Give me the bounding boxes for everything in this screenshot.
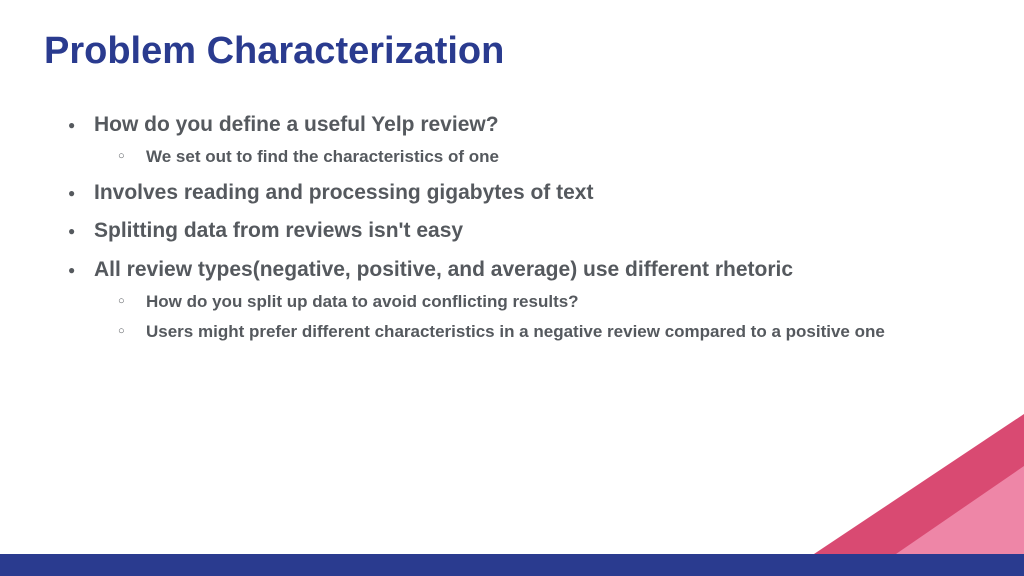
decoration-triangle-light [896, 466, 1024, 554]
bullet-item: How do you define a useful Yelp review? … [60, 110, 984, 170]
sub-bullet-text: How do you split up data to avoid confli… [146, 292, 579, 311]
slide: Problem Characterization How do you defi… [0, 0, 1024, 576]
bullet-item: All review types(negative, positive, and… [60, 255, 984, 344]
sub-bullet-list: We set out to find the characteristics o… [94, 144, 984, 170]
sub-bullet-text: We set out to find the characteristics o… [146, 147, 499, 166]
slide-title: Problem Characterization [44, 30, 504, 73]
bullet-text: All review types(negative, positive, and… [94, 258, 793, 281]
sub-bullet-item: We set out to find the characteristics o… [94, 144, 984, 170]
sub-bullet-item: How do you split up data to avoid confli… [94, 289, 984, 315]
sub-bullet-list: How do you split up data to avoid confli… [94, 289, 984, 344]
sub-bullet-text: Users might prefer different characteris… [146, 322, 885, 341]
footer-bar [0, 554, 1024, 576]
bullet-item: Involves reading and processing gigabyte… [60, 178, 984, 208]
bullet-text: How do you define a useful Yelp review? [94, 113, 499, 136]
bullet-list: How do you define a useful Yelp review? … [60, 110, 984, 344]
bullet-item: Splitting data from reviews isn't easy [60, 216, 984, 246]
slide-content: How do you define a useful Yelp review? … [60, 110, 984, 352]
bullet-text: Splitting data from reviews isn't easy [94, 219, 463, 242]
bullet-text: Involves reading and processing gigabyte… [94, 181, 593, 204]
sub-bullet-item: Users might prefer different characteris… [94, 319, 984, 345]
